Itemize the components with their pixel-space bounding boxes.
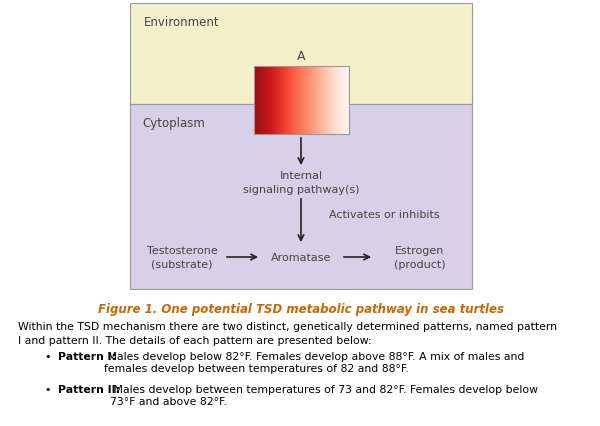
- Bar: [130, 105, 472, 289]
- Text: Internal
signaling pathway(s): Internal signaling pathway(s): [243, 170, 359, 195]
- Bar: [130, 4, 472, 105]
- Text: Pattern II:: Pattern II:: [58, 384, 120, 394]
- Text: Environment: Environment: [144, 16, 220, 29]
- Text: Males develop below 82°F. Females develop above 88°F. A mix of males and
females: Males develop below 82°F. Females develo…: [104, 351, 524, 373]
- Text: Pattern I:: Pattern I:: [58, 351, 116, 361]
- Text: Estrogen
(product): Estrogen (product): [394, 245, 446, 269]
- Text: Aromatase: Aromatase: [271, 253, 331, 262]
- Text: •: •: [45, 351, 51, 361]
- Text: Males develop between temperatures of 73 and 82°F. Females develop below
73°F an: Males develop between temperatures of 73…: [110, 384, 538, 406]
- Text: Testosterone
(substrate): Testosterone (substrate): [146, 245, 217, 269]
- Text: •: •: [45, 384, 51, 394]
- Text: Figure 1. One potential TSD metabolic pathway in sea turtles: Figure 1. One potential TSD metabolic pa…: [98, 302, 504, 315]
- Text: Activates or inhibits: Activates or inhibits: [329, 210, 440, 219]
- Text: A: A: [297, 50, 305, 63]
- Text: Within the TSD mechanism there are two distinct, genetically determined patterns: Within the TSD mechanism there are two d…: [18, 321, 557, 345]
- Text: Cytoplasm: Cytoplasm: [142, 117, 205, 130]
